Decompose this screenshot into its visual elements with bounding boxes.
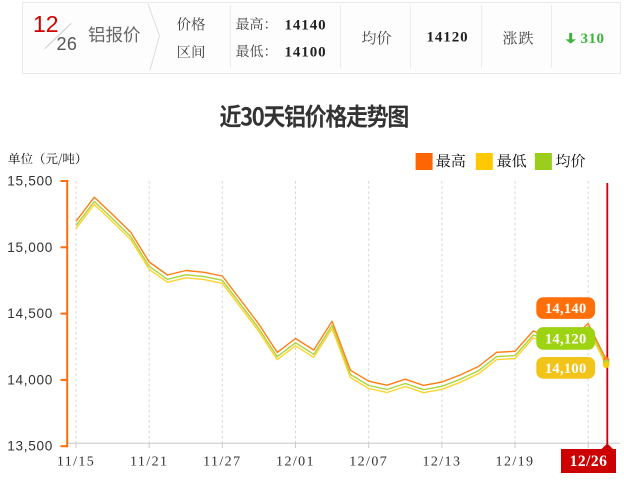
svg-text:12/07: 12/07 xyxy=(349,454,388,469)
svg-text:14120: 14120 xyxy=(427,30,469,46)
svg-text:14,000: 14,000 xyxy=(7,372,53,387)
svg-text:12/26: 12/26 xyxy=(570,453,608,470)
svg-text:310: 310 xyxy=(581,31,605,47)
svg-text:15,500: 15,500 xyxy=(7,174,53,189)
svg-text:14140: 14140 xyxy=(285,17,327,33)
svg-text:11/15: 11/15 xyxy=(57,454,95,469)
svg-text:14100: 14100 xyxy=(285,45,327,61)
svg-text:26: 26 xyxy=(57,34,78,54)
svg-text:12/01: 12/01 xyxy=(276,454,315,469)
svg-text:14,100: 14,100 xyxy=(545,361,587,377)
svg-text:11/21: 11/21 xyxy=(130,454,168,469)
svg-text:13,500: 13,500 xyxy=(7,439,53,454)
svg-text:15,000: 15,000 xyxy=(7,240,53,255)
svg-text:12: 12 xyxy=(33,11,59,37)
svg-text:11/27: 11/27 xyxy=(203,454,241,469)
svg-text:14,120: 14,120 xyxy=(545,332,587,348)
svg-text:14,140: 14,140 xyxy=(545,301,587,317)
svg-text:12/19: 12/19 xyxy=(496,454,535,469)
svg-text:12/13: 12/13 xyxy=(422,454,461,469)
svg-text:14,500: 14,500 xyxy=(7,306,53,321)
